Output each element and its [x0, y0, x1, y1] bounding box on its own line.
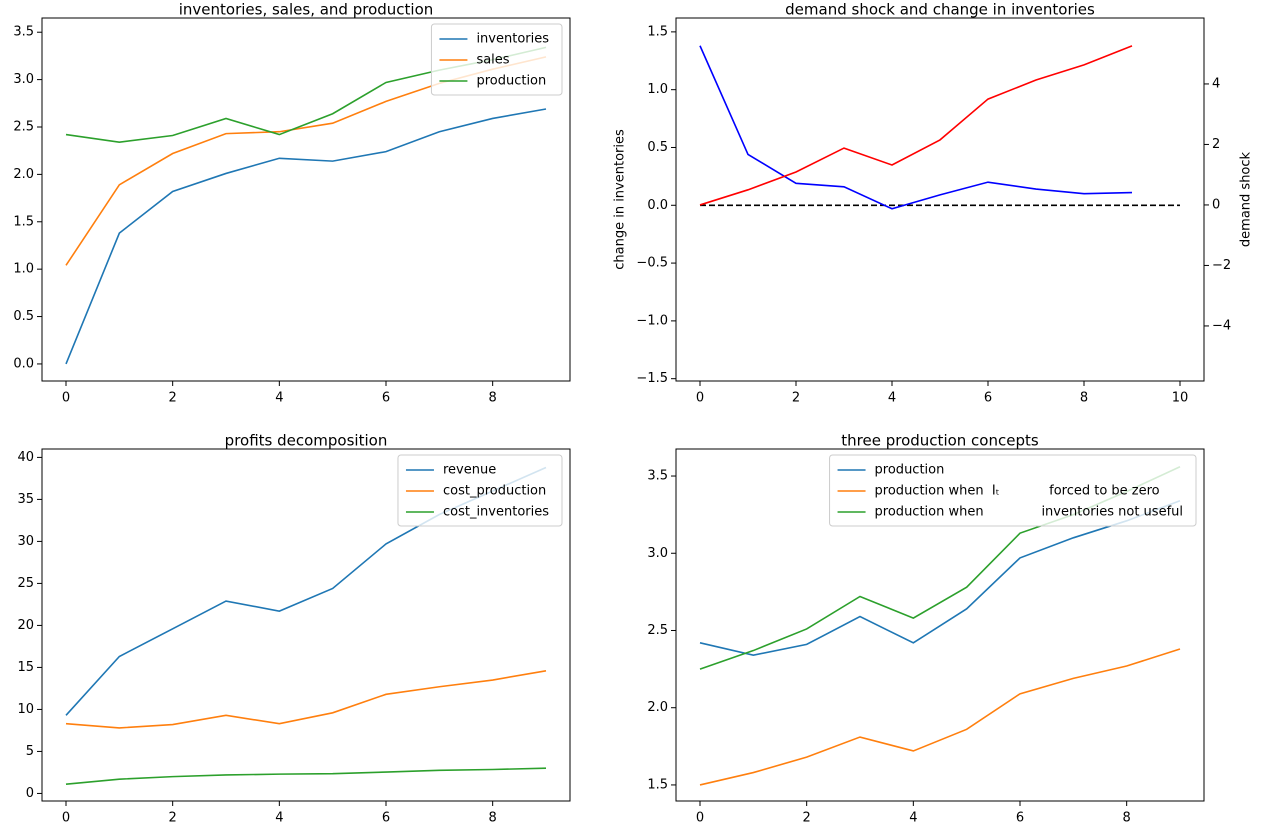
subplot: demand shock and change in inventories 0 2…	[613, 1, 1254, 406]
y-tick-label: 1.5	[647, 777, 668, 792]
y-tick-label: 0.0	[647, 198, 668, 213]
y-tick-label: 2.0	[13, 167, 34, 182]
subplot: inventories, sales, and production 0 2 4 6 8 0…	[13, 1, 571, 406]
y-tick-label: −1.5	[636, 371, 668, 386]
x-tick-label: 4	[909, 811, 917, 826]
legend-label: production	[875, 463, 945, 478]
y-tick-label: 35	[17, 492, 34, 507]
series-line	[65, 669, 547, 729]
y-tick-label: 0.5	[13, 309, 34, 324]
y-tick-label: 3.5	[13, 25, 34, 40]
series-line	[699, 499, 1181, 657]
series-line	[699, 45, 1133, 210]
x-tick-label: 4	[888, 391, 896, 406]
y-tick-label: 0.5	[647, 140, 668, 155]
y-tick-label: 1.0	[13, 262, 34, 277]
legend-label: production when inventories not useful	[875, 505, 1183, 520]
y-tick-label: 10	[17, 702, 34, 717]
y-tick-label: 1.5	[13, 214, 34, 229]
y2-tick-label: 2	[1212, 137, 1220, 152]
x-tick-label: 2	[792, 391, 800, 406]
legend-label: production when Iₜ forced to be zero	[875, 484, 1160, 499]
x-tick-label: 6	[984, 391, 992, 406]
y-tick-label: 1.5	[647, 24, 668, 39]
series-line	[699, 45, 1133, 206]
y2-tick-label: −4	[1212, 318, 1231, 333]
y2-axis-label: demand shock	[1239, 151, 1254, 247]
x-tick-label: 10	[1172, 391, 1189, 406]
x-tick-label: 4	[275, 391, 283, 406]
x-tick-label: 0	[62, 391, 70, 406]
series-line	[65, 767, 547, 785]
axes-frame	[41, 17, 571, 382]
x-tick-label: 6	[382, 811, 390, 826]
y-tick-label: 3.5	[647, 469, 668, 484]
chart-title: demand shock and change in inventories	[785, 1, 1095, 19]
x-tick-label: 2	[803, 811, 811, 826]
axes-frame	[675, 448, 1205, 802]
legend: revenue cost_production cost_inventories	[397, 454, 563, 527]
legend-label: cost_inventories	[443, 505, 549, 520]
y2-tick-label: −2	[1212, 258, 1231, 273]
subplot: three production concepts 0 2 4 6 8 1.5 2.0 2.5 3…	[647, 432, 1205, 826]
y-tick-label: 3.0	[647, 546, 668, 561]
legend-box	[397, 454, 563, 527]
chart-title: three production concepts	[841, 432, 1039, 450]
y2-tick-label: 0	[1212, 197, 1220, 212]
x-tick-label: 0	[696, 391, 704, 406]
y-tick-label: 30	[17, 534, 34, 549]
x-tick-label: 4	[275, 811, 283, 826]
x-tick-label: 8	[489, 811, 497, 826]
y-tick-label: 3.0	[13, 72, 34, 87]
y-tick-label: 0	[26, 786, 34, 801]
x-tick-label: 0	[62, 811, 70, 826]
x-tick-label: 8	[489, 391, 497, 406]
x-tick-label: 6	[382, 391, 390, 406]
y-tick-label: 25	[17, 576, 34, 591]
y-tick-label: −0.5	[636, 256, 668, 271]
y-tick-label: 40	[17, 450, 34, 465]
subplot: profits decomposition 0 2 4 6 8 0 5 10 15 20 25 30 35…	[17, 432, 571, 826]
x-tick-label: 2	[169, 811, 177, 826]
y-tick-label: 2.0	[647, 700, 668, 715]
x-tick-label: 8	[1123, 811, 1131, 826]
legend-label: production	[476, 74, 546, 89]
legend-label: revenue	[443, 463, 496, 478]
y2-tick-label: 4	[1212, 76, 1220, 91]
series-line	[699, 648, 1181, 786]
legend-label: sales	[476, 53, 509, 68]
y-tick-label: 5	[26, 744, 34, 759]
x-tick-label: 0	[696, 811, 704, 826]
y-tick-label: 0.0	[13, 356, 34, 371]
axes-frame	[675, 17, 1205, 382]
chart-title: inventories, sales, and production	[179, 1, 434, 19]
x-tick-label: 8	[1080, 391, 1088, 406]
y-axis-label: change in inventories	[613, 129, 628, 270]
chart-title: profits decomposition	[225, 432, 388, 450]
y-tick-label: 2.5	[13, 119, 34, 134]
y-tick-label: 20	[17, 618, 34, 633]
legend-box	[829, 454, 1197, 527]
x-tick-label: 6	[1016, 811, 1024, 826]
legend: inventories sales production	[430, 23, 563, 96]
y-tick-label: 2.5	[647, 623, 668, 638]
axes-frame	[41, 448, 571, 802]
x-tick-label: 2	[169, 391, 177, 406]
y-tick-label: −1.0	[636, 313, 668, 328]
legend: production production when Iₜ forced to b…	[829, 454, 1197, 527]
legend-box	[430, 23, 563, 96]
y-tick-label: 1.0	[647, 82, 668, 97]
legend-label: inventories	[476, 32, 549, 47]
series-line	[65, 108, 547, 365]
y-tick-label: 15	[17, 660, 34, 675]
legend-label: cost_production	[443, 484, 546, 499]
